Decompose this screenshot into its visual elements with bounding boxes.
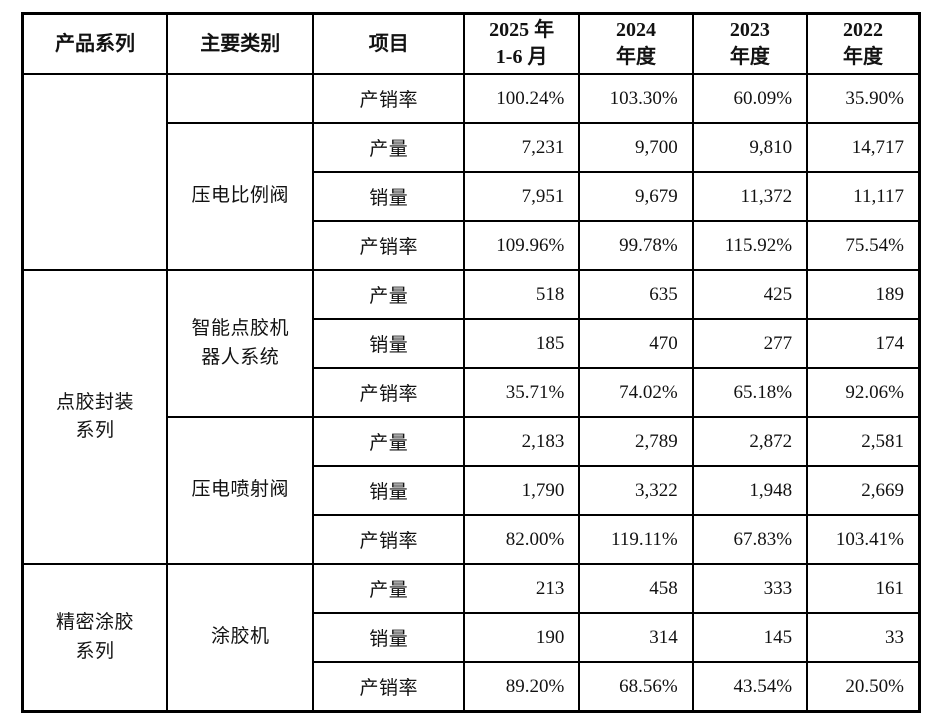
table-row: 精密涂胶 系列 涂胶机 产量 213 458 333 161: [21, 563, 921, 713]
series-cell-empty: [21, 73, 168, 271]
production-sales-table: 产品系列 主要类别 项目 2025 年 1-6 月 2024 年度 2023 年…: [21, 12, 921, 713]
header-item: 项目: [312, 12, 465, 75]
value-cell: 190: [462, 612, 581, 663]
item-cell: 产量: [312, 563, 465, 614]
item-cell: 产量: [312, 416, 465, 467]
value-cell: 2,581: [806, 416, 921, 467]
value-cell: 11,372: [691, 171, 809, 222]
value-cell: 277: [691, 318, 809, 369]
value-cell: 82.00%: [462, 514, 581, 565]
value-cell: 7,951: [462, 171, 581, 222]
value-cell: 7,231: [462, 122, 581, 173]
value-cell: 213: [462, 563, 581, 614]
table-row: 点胶封装 系列 智能点胶机 器人系统 产量 518 635 425 189: [21, 269, 921, 565]
value-cell: 9,679: [578, 171, 694, 222]
category-cell-piezo-proportional-valve: 压电比例阀: [165, 122, 315, 271]
item-cell: 销量: [312, 465, 465, 516]
item-cell: 产销率: [312, 73, 465, 124]
value-cell: 174: [806, 318, 921, 369]
item-cell: 产销率: [312, 220, 465, 271]
value-cell: 189: [806, 269, 921, 320]
value-cell: 2,669: [806, 465, 921, 516]
value-cell: 75.54%: [806, 220, 921, 271]
value-cell: 35.90%: [806, 73, 921, 124]
value-cell: 65.18%: [691, 367, 809, 418]
value-cell: 119.11%: [578, 514, 694, 565]
category-cell-coating-machine: 涂胶机: [165, 563, 315, 713]
value-cell: 103.30%: [578, 73, 694, 124]
value-cell: 425: [691, 269, 809, 320]
value-cell: 60.09%: [691, 73, 809, 124]
value-cell: 109.96%: [462, 220, 581, 271]
series-cell-precision-coating: 精密涂胶 系列: [21, 563, 168, 713]
table-row: 压电比例阀 产量 7,231 9,700 9,810 14,717: [23, 122, 921, 271]
category-cell-smart-dispensing-robot: 智能点胶机 器人系统: [165, 269, 315, 418]
value-cell: 74.02%: [578, 367, 694, 418]
item-cell: 产量: [312, 269, 465, 320]
value-cell: 161: [806, 563, 921, 614]
value-cell: 1,948: [691, 465, 809, 516]
table-row: 销量 190 314 145 33: [23, 612, 921, 663]
header-row: 产品系列 主要类别 项目 2025 年 1-6 月 2024 年度 2023 年…: [21, 12, 921, 75]
item-cell: 产销率: [312, 367, 465, 418]
category-cell-empty: [165, 73, 315, 124]
value-cell: 635: [578, 269, 694, 320]
header-product-series: 产品系列: [21, 12, 168, 75]
value-cell: 67.83%: [691, 514, 809, 565]
value-cell: 103.41%: [806, 514, 921, 565]
table-row: 产销率 100.24% 103.30% 60.09% 35.90%: [21, 73, 921, 271]
header-period-2024: 2024 年度: [578, 12, 694, 75]
table-row: 产销率 89.20% 68.56% 43.54% 20.50%: [23, 661, 921, 713]
value-cell: 33: [806, 612, 921, 663]
value-cell: 115.92%: [691, 220, 809, 271]
value-cell: 68.56%: [578, 661, 694, 713]
value-cell: 2,183: [462, 416, 581, 467]
value-cell: 333: [691, 563, 809, 614]
table-row: 销量 1,790 3,322 1,948 2,669: [23, 465, 921, 516]
value-cell: 2,789: [578, 416, 694, 467]
table-row: 销量 7,951 9,679 11,372 11,117: [23, 171, 921, 222]
header-period-2022: 2022 年度: [806, 12, 921, 75]
value-cell: 185: [462, 318, 581, 369]
value-cell: 14,717: [806, 122, 921, 173]
table-row: 销量 185 470 277 174: [23, 318, 921, 369]
header-period-2025: 2025 年 1-6 月: [462, 12, 581, 75]
item-cell: 产量: [312, 122, 465, 173]
header-main-category: 主要类别: [165, 12, 315, 75]
value-cell: 20.50%: [806, 661, 921, 713]
value-cell: 458: [578, 563, 694, 614]
item-cell: 销量: [312, 612, 465, 663]
value-cell: 89.20%: [462, 661, 581, 713]
value-cell: 145: [691, 612, 809, 663]
value-cell: 1,790: [462, 465, 581, 516]
value-cell: 2,872: [691, 416, 809, 467]
header-period-2023: 2023 年度: [691, 12, 809, 75]
table-row: 产销率 82.00% 119.11% 67.83% 103.41%: [23, 514, 921, 565]
table-row: 压电喷射阀 产量 2,183 2,789 2,872 2,581: [23, 416, 921, 565]
value-cell: 3,322: [578, 465, 694, 516]
value-cell: 35.71%: [462, 367, 581, 418]
value-cell: 9,810: [691, 122, 809, 173]
value-cell: 100.24%: [462, 73, 581, 124]
value-cell: 43.54%: [691, 661, 809, 713]
value-cell: 99.78%: [578, 220, 694, 271]
value-cell: 518: [462, 269, 581, 320]
value-cell: 11,117: [806, 171, 921, 222]
value-cell: 92.06%: [806, 367, 921, 418]
series-cell-dispensing-packaging: 点胶封装 系列: [21, 269, 168, 565]
value-cell: 314: [578, 612, 694, 663]
item-cell: 销量: [312, 318, 465, 369]
value-cell: 9,700: [578, 122, 694, 173]
item-cell: 销量: [312, 171, 465, 222]
item-cell: 产销率: [312, 661, 465, 713]
category-cell-piezo-jet-valve: 压电喷射阀: [165, 416, 315, 565]
table-row: 产销率 109.96% 99.78% 115.92% 75.54%: [23, 220, 921, 271]
item-cell: 产销率: [312, 514, 465, 565]
table-row: 产销率 35.71% 74.02% 65.18% 92.06%: [23, 367, 921, 418]
value-cell: 470: [578, 318, 694, 369]
